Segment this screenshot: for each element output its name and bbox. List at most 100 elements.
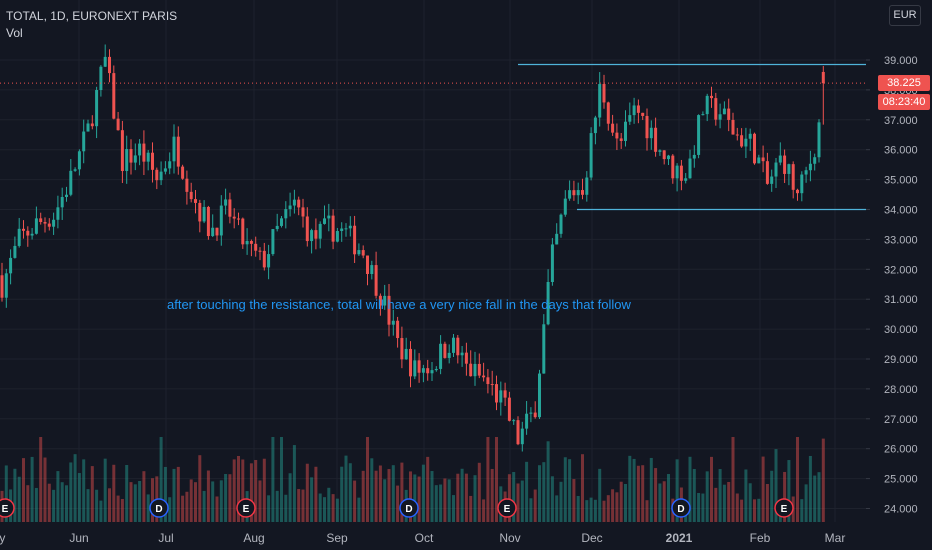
candle-body xyxy=(705,95,709,115)
volume-bar xyxy=(13,468,17,522)
volume-bar xyxy=(163,466,167,522)
volume-bar xyxy=(95,489,99,522)
candle-body xyxy=(546,282,550,325)
candle-body xyxy=(714,98,718,120)
volume-bar xyxy=(56,471,60,522)
event-letter: D xyxy=(155,504,162,515)
candle-body xyxy=(507,397,511,421)
volume-bar xyxy=(434,485,438,522)
candle-body xyxy=(611,123,615,133)
volume-bar xyxy=(473,475,477,522)
candle-body xyxy=(60,196,64,208)
volume-bar xyxy=(606,495,610,522)
volume-bar xyxy=(632,458,636,522)
candle-body xyxy=(361,250,365,256)
volume-bar xyxy=(366,437,369,522)
event-circle xyxy=(671,498,691,518)
volume-bar xyxy=(301,489,305,522)
candle-body xyxy=(391,320,395,325)
candle-body xyxy=(245,240,249,245)
time-tick-label: May xyxy=(0,531,5,545)
candle-body xyxy=(813,157,817,164)
candle-body xyxy=(460,352,464,356)
symbol-title[interactable]: TOTAL, 1D, EURONEXT PARIS xyxy=(6,9,178,23)
volume-bar xyxy=(22,458,25,522)
volume-bar xyxy=(705,471,709,522)
earnings-event-icon[interactable]: E xyxy=(0,498,15,518)
dividend-event-icon[interactable]: D xyxy=(149,498,169,518)
volume-bar xyxy=(176,466,180,522)
volume-bar xyxy=(645,500,649,522)
dividend-event-icon[interactable]: D xyxy=(399,498,419,518)
candle-body xyxy=(348,225,352,229)
candle-body xyxy=(396,320,400,339)
volume-bar xyxy=(443,478,447,522)
price-tick-label: 33.000 xyxy=(884,234,918,246)
candle-body xyxy=(13,245,17,258)
candle-body xyxy=(116,118,120,131)
candle-body xyxy=(697,115,701,155)
volume-bar xyxy=(813,475,817,522)
candle-body xyxy=(572,190,576,196)
volume-bar xyxy=(383,479,387,522)
candle-body xyxy=(589,133,593,178)
volume-bar xyxy=(439,484,443,522)
volume-indicator-label[interactable]: Vol xyxy=(6,26,23,40)
volume-bar xyxy=(555,495,559,522)
chart-annotation-text[interactable]: after touching the resistance, total wil… xyxy=(167,297,631,312)
candle-body xyxy=(778,155,782,163)
candle-body xyxy=(568,190,572,199)
price-axis-bg xyxy=(866,0,932,550)
candle-body xyxy=(387,295,391,325)
dividend-event-icon[interactable]: D xyxy=(671,498,691,518)
time-tick-label: Mar xyxy=(825,531,846,545)
currency-button[interactable]: EUR xyxy=(889,5,921,26)
event-letter: E xyxy=(504,504,511,515)
earnings-event-icon[interactable]: E xyxy=(774,498,794,518)
price-tick-label: 35.000 xyxy=(884,175,918,187)
earnings-event-icon[interactable]: E xyxy=(236,498,256,518)
candle-body xyxy=(4,273,8,298)
price-axis[interactable]: 39.00038.00037.00036.00035.00034.00033.0… xyxy=(866,0,932,550)
volume-bar xyxy=(262,458,266,522)
candle-body xyxy=(353,225,357,255)
volume-bar xyxy=(318,493,322,522)
time-axis[interactable]: May Jun Jul Aug Sep Oct Nov Dec 2021 Feb Mar xyxy=(0,522,932,550)
candle-body xyxy=(679,165,683,181)
volume-bar xyxy=(194,482,197,522)
volume-bar xyxy=(426,456,430,522)
candle-body xyxy=(624,121,627,141)
candle-body xyxy=(249,240,253,244)
candle-body xyxy=(129,149,133,163)
candle-body xyxy=(219,205,223,236)
candle-body xyxy=(47,223,51,227)
volume-bar xyxy=(185,491,189,522)
volume-bar xyxy=(821,438,825,522)
volume-bar xyxy=(770,470,774,522)
candle-body xyxy=(138,143,142,156)
time-tick-label: Nov xyxy=(499,531,520,545)
candle-body xyxy=(804,170,808,175)
candle-body xyxy=(340,228,344,232)
volume-bar xyxy=(297,489,301,522)
earnings-event-icon[interactable]: E xyxy=(497,498,517,518)
candle-body xyxy=(17,228,21,246)
candle-body xyxy=(727,108,731,120)
volume-bar xyxy=(159,437,163,522)
candle-body xyxy=(335,231,339,242)
volume-bar xyxy=(804,484,808,522)
event-circle xyxy=(236,498,256,518)
volume-bar xyxy=(628,455,632,522)
volume-bar xyxy=(142,471,146,522)
volume-bar xyxy=(39,437,43,522)
candle-body xyxy=(344,228,348,230)
candle-body xyxy=(69,170,73,195)
volume-bar xyxy=(464,473,468,522)
volume-bar xyxy=(538,465,541,522)
price-tick-label: 34.000 xyxy=(884,205,918,217)
volume-bars xyxy=(0,437,825,522)
volume-bar xyxy=(753,499,756,522)
volume-bar xyxy=(692,468,696,522)
